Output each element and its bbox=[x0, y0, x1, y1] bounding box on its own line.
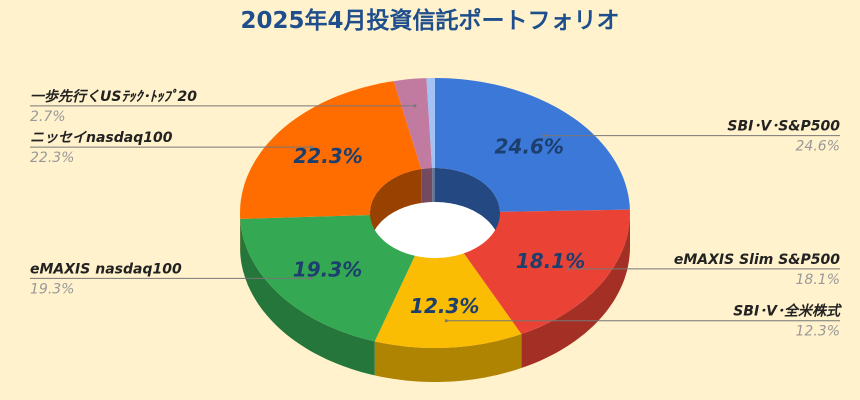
value-label: 22.3% bbox=[30, 150, 74, 166]
inner-value-label: 12.3% bbox=[410, 294, 479, 318]
slice bbox=[240, 81, 422, 219]
slice-side bbox=[374, 334, 522, 382]
legend-label: eMAXIS Slim S&P500 bbox=[674, 252, 840, 268]
hole-wall bbox=[421, 168, 433, 203]
value-label: 2.7% bbox=[30, 109, 66, 125]
leader-dot bbox=[567, 267, 571, 271]
value-label: 18.1% bbox=[796, 272, 840, 288]
slice bbox=[393, 78, 433, 169]
leader-dot bbox=[309, 276, 313, 280]
hole-wall bbox=[432, 168, 435, 202]
legend-label: eMAXIS nasdaq100 bbox=[30, 261, 182, 277]
slice bbox=[463, 209, 630, 334]
hole-wall bbox=[435, 168, 500, 246]
slice bbox=[426, 78, 435, 168]
chart-title: 2025年4月投資信託ポートフォリオ bbox=[240, 7, 619, 34]
legend-label: SBI･V･S&P500 bbox=[727, 119, 840, 135]
legend-label: ニッセイnasdaq100 bbox=[30, 130, 173, 146]
inner-value-label: 22.3% bbox=[293, 144, 362, 168]
leader-dot bbox=[542, 134, 546, 138]
inner-value-label: 24.6% bbox=[495, 134, 564, 158]
value-label: 19.3% bbox=[30, 281, 74, 297]
hole-wall bbox=[370, 169, 422, 247]
slice bbox=[435, 78, 630, 212]
leader-dot bbox=[444, 319, 448, 323]
slice bbox=[374, 253, 522, 348]
leader-dot bbox=[413, 104, 417, 108]
inner-value-label: 19.3% bbox=[293, 257, 362, 281]
legend-label: 一歩先行くUSﾃｯｸ･ﾄｯﾌﾟ20 bbox=[30, 88, 197, 105]
inner-value-label: 18.1% bbox=[516, 249, 585, 273]
leader-dot bbox=[309, 145, 313, 149]
slice-side bbox=[521, 213, 630, 368]
value-label: 12.3% bbox=[796, 324, 840, 340]
slice bbox=[240, 215, 415, 342]
slice-side bbox=[240, 218, 375, 376]
legend-label: SBI･V･全米株式 bbox=[733, 303, 842, 320]
value-label: 24.6% bbox=[796, 139, 840, 155]
